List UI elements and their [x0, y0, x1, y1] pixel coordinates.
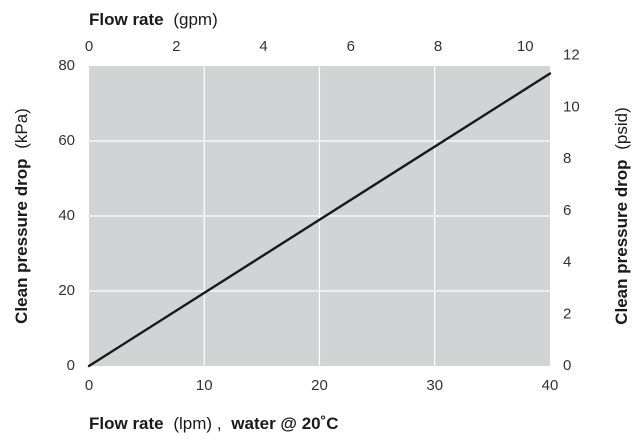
- bottom-axis-title: Flow rate (lpm) , water @ 20˚C: [89, 414, 339, 433]
- top-axis-title-unit: (gpm): [173, 10, 217, 29]
- top-tick-label: 6: [347, 38, 355, 55]
- left-tick-label: 80: [58, 57, 75, 74]
- series-group: [87, 72, 552, 368]
- top-tick-label: 8: [434, 38, 442, 55]
- bottom-axis-title-suffix: water @ 20˚C: [230, 414, 338, 433]
- bottom-tick-label: 40: [542, 377, 559, 394]
- left-axis-title: Clean pressure drop (kPa): [12, 108, 31, 324]
- bottom-tick-label: 30: [426, 377, 443, 394]
- left-tick-label: 20: [58, 282, 75, 299]
- right-tick-label: 10: [563, 98, 580, 115]
- right-tick-label: 0: [563, 357, 571, 374]
- series-line: [87, 72, 552, 368]
- left-tick-label: 60: [58, 132, 75, 149]
- top-tick-label: 0: [85, 38, 93, 55]
- left-axis-title-label: Clean pressure drop: [12, 159, 31, 324]
- bottom-axis-title-label: Flow rate: [89, 414, 164, 433]
- top-tick-label: 10: [517, 38, 534, 55]
- right-axis-title: Clean pressure drop (psid): [612, 107, 631, 325]
- top-axis-title-label: Flow rate: [89, 10, 164, 29]
- top-axis-title: Flow rate (gpm): [89, 10, 218, 29]
- bottom-tick-label: 20: [311, 377, 328, 394]
- right-axis-title-unit: (psid): [612, 107, 631, 150]
- left-axis-title-unit: (kPa): [12, 108, 31, 149]
- right-tick-label: 8: [563, 150, 571, 167]
- left-tick-label: 40: [58, 207, 75, 224]
- right-tick-label: 2: [563, 305, 571, 322]
- bottom-axis-title-unit: (lpm): [173, 414, 212, 433]
- top-tick-label: 2: [172, 38, 180, 55]
- right-tick-label: 6: [563, 202, 571, 219]
- bottom-tick-label: 0: [85, 377, 93, 394]
- bottom-axis-title-separator: ,: [217, 414, 222, 433]
- grid: [89, 66, 550, 366]
- bottom-tick-label: 10: [196, 377, 213, 394]
- right-axis-title-label: Clean pressure drop: [612, 159, 631, 324]
- right-tick-label: 4: [563, 254, 571, 271]
- top-tick-label: 4: [259, 38, 267, 55]
- left-tick-label: 0: [67, 357, 75, 374]
- right-tick-label: 12: [563, 47, 580, 64]
